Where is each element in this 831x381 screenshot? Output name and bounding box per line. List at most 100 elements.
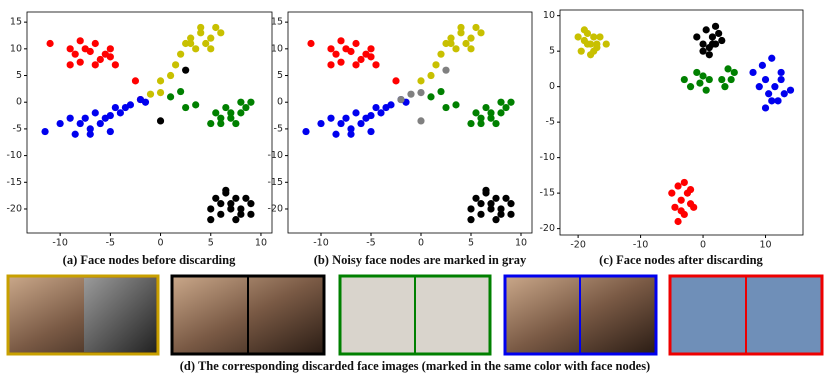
point	[247, 98, 255, 106]
point	[677, 207, 685, 215]
point	[116, 109, 124, 117]
x-tick-label: 0	[700, 240, 706, 251]
point	[761, 75, 770, 84]
y-tick-label: 5	[16, 70, 22, 81]
point	[577, 47, 585, 55]
point	[177, 87, 185, 96]
point	[693, 33, 701, 41]
point	[337, 37, 345, 45]
point	[156, 117, 165, 125]
x-tick-label: 10	[759, 240, 771, 251]
point	[467, 119, 475, 128]
point	[227, 109, 235, 117]
point	[332, 50, 340, 58]
point	[106, 127, 114, 136]
point	[217, 114, 225, 122]
point	[207, 216, 215, 224]
point	[387, 101, 395, 109]
point	[477, 114, 485, 122]
point	[590, 33, 598, 41]
point	[477, 210, 485, 218]
point	[686, 185, 695, 194]
point	[580, 36, 588, 45]
point	[332, 130, 340, 138]
y-tick-label: -5	[546, 117, 555, 128]
point	[467, 216, 475, 224]
point	[187, 39, 195, 48]
point	[780, 90, 788, 98]
point	[217, 29, 225, 37]
y-tick-label: -10	[267, 150, 283, 161]
point	[593, 40, 601, 48]
point	[207, 34, 215, 42]
point	[718, 36, 726, 45]
point	[482, 103, 490, 112]
point	[367, 45, 375, 53]
point	[192, 101, 200, 109]
point	[686, 83, 695, 91]
point	[457, 23, 465, 32]
y-tick-label: 10	[543, 10, 555, 21]
point	[674, 217, 682, 226]
point	[46, 39, 54, 48]
point	[768, 97, 776, 105]
x-tick-label: -10	[633, 240, 649, 251]
point	[227, 205, 235, 213]
point	[487, 200, 495, 208]
point	[452, 45, 460, 53]
point	[705, 51, 713, 59]
point	[66, 61, 74, 69]
y-tick-label: 10	[10, 43, 22, 54]
point	[397, 95, 405, 104]
y-tick-label: -10	[539, 152, 555, 163]
point	[202, 39, 210, 48]
point	[327, 45, 335, 53]
image	[84, 278, 156, 352]
point	[590, 47, 598, 55]
point	[96, 119, 104, 128]
y-tick-label: 0	[549, 81, 555, 92]
point	[758, 61, 766, 69]
point	[492, 119, 500, 128]
point	[749, 68, 757, 77]
y-tick-label: -10	[6, 150, 22, 161]
point	[724, 65, 732, 73]
point	[217, 210, 225, 218]
point	[417, 77, 425, 85]
point	[367, 53, 375, 61]
point	[207, 45, 215, 53]
point	[367, 111, 375, 120]
point	[507, 200, 515, 208]
point	[696, 79, 704, 87]
point	[755, 83, 763, 91]
point	[602, 40, 610, 48]
point	[357, 119, 365, 128]
point	[477, 119, 485, 128]
point	[467, 45, 475, 53]
point	[71, 50, 79, 58]
point	[212, 194, 220, 202]
point	[668, 189, 676, 197]
point	[432, 61, 440, 69]
point	[705, 75, 713, 84]
point	[437, 50, 445, 58]
point	[66, 114, 74, 122]
y-tick-label: 0	[16, 97, 22, 108]
point	[492, 194, 500, 202]
point	[232, 216, 240, 224]
x-tick-label: 10	[255, 238, 267, 249]
point	[477, 200, 485, 208]
point	[497, 205, 505, 213]
point	[222, 103, 230, 112]
point	[352, 109, 360, 117]
point	[765, 90, 773, 98]
point	[237, 98, 245, 106]
point	[472, 23, 480, 32]
point	[771, 83, 779, 91]
point	[462, 39, 470, 48]
point	[222, 186, 230, 194]
point	[497, 98, 505, 106]
point	[699, 72, 707, 80]
point	[574, 33, 582, 41]
y-tick-label: -20	[6, 203, 22, 214]
